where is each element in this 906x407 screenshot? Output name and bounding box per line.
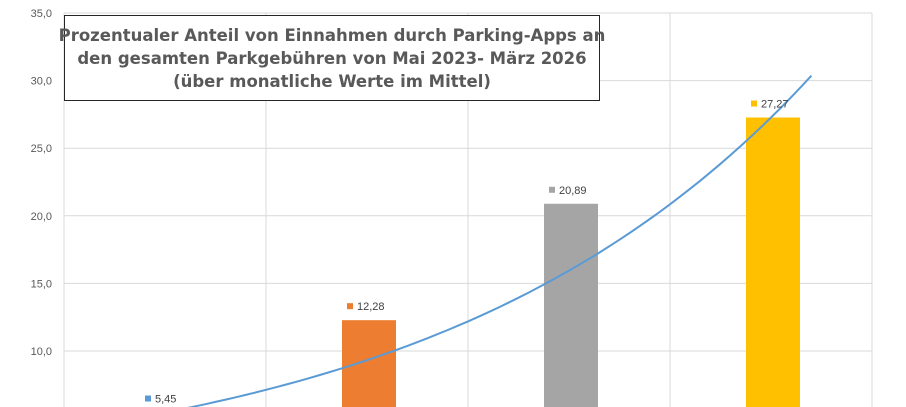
data-label: 20,89 <box>559 185 587 197</box>
bar <box>342 320 396 407</box>
data-label-marker <box>751 100 757 107</box>
chart-title-line-3: (über monatliche Werte im Mittel) <box>173 71 491 91</box>
y-tick-label: 20,0 <box>31 211 52 223</box>
y-axis-ticks: 35,0 30,0 25,0 20,0 15,0 10,0 <box>31 8 52 358</box>
y-tick-label: 35,0 <box>31 8 52 20</box>
y-tick-label: 10,0 <box>31 346 52 358</box>
y-tick-label: 15,0 <box>31 278 52 290</box>
data-label-marker <box>347 303 353 310</box>
data-label: 5,45 <box>155 394 176 406</box>
chart-title: Prozentualer Anteil von Einnahmen durch … <box>59 15 605 101</box>
bar <box>544 203 598 407</box>
data-label-marker <box>549 186 555 193</box>
data-label: 27,27 <box>761 99 789 111</box>
data-label-marker <box>145 395 151 402</box>
y-tick-label: 30,0 <box>31 76 52 88</box>
bar <box>746 117 800 407</box>
bars <box>342 117 800 407</box>
trendline <box>187 75 813 407</box>
chart-title-line-2: den gesamten Parkgebühren von Mai 2023- … <box>77 48 587 68</box>
data-labels: 5,45 12,28 20,89 27,27 <box>145 99 789 406</box>
y-tick-label: 25,0 <box>31 143 52 155</box>
data-label: 12,28 <box>357 301 385 313</box>
chart-title-line-1: Prozentualer Anteil von Einnahmen durch … <box>58 25 606 45</box>
